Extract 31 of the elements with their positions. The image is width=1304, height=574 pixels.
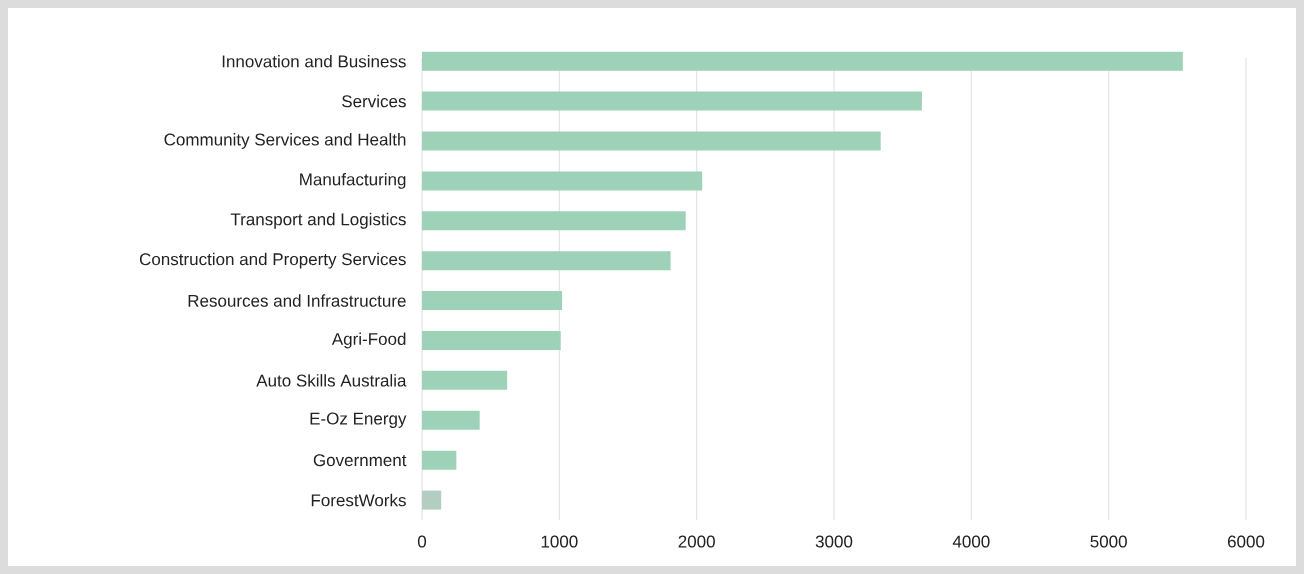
bar (422, 291, 563, 311)
x-tick-label: 3000 (815, 535, 853, 548)
bar (422, 171, 703, 191)
y-tick-label: E-Oz Energy (310, 412, 407, 428)
x-tick-label: 4000 (952, 535, 990, 548)
y-tick-label: ForestWorks (311, 493, 406, 507)
x-tick-label: 6000 (1227, 535, 1265, 548)
bar (422, 330, 561, 350)
y-tick-label: Agri-Food (331, 332, 406, 349)
y-tick-label: Government (313, 454, 407, 467)
y-tick-label: Services (342, 94, 406, 108)
x-tick-label: 5000 (1090, 535, 1127, 548)
bar (422, 370, 508, 390)
y-tick-label: Auto Skills Australia (256, 374, 407, 387)
bar (422, 91, 922, 111)
bar (422, 51, 1183, 71)
x-tick-label: 2000 (678, 535, 715, 548)
bar (422, 490, 442, 510)
y-tick-label: Resources and Infrastructure (188, 294, 406, 307)
y-tick-label: Construction and Property Services (139, 252, 406, 269)
bar (422, 131, 881, 151)
bar (422, 450, 457, 470)
bar (422, 410, 480, 430)
bar (422, 251, 671, 271)
x-tick-label: 1000 (541, 535, 578, 548)
bar (422, 211, 686, 231)
x-tick-label: 0 (417, 535, 427, 548)
y-tick-label: Manufacturing (300, 172, 406, 189)
y-tick-label: Innovation and Business (222, 54, 406, 68)
y-tick-label: Community Services and Health (164, 133, 406, 149)
y-tick-label: Transport and Logistics (230, 212, 406, 229)
